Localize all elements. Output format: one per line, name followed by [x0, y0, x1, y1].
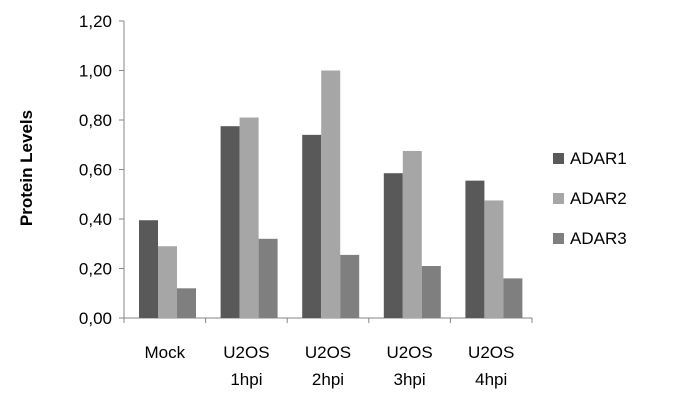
bar-adar3: [340, 254, 360, 318]
bar-adar1: [302, 134, 322, 318]
bar-adar3: [503, 278, 523, 318]
bar-adar2: [321, 70, 341, 318]
legend: ADAR1 ADAR2 ADAR3: [553, 149, 627, 248]
bar-adar2: [239, 117, 259, 319]
y-axis-label: Protein Levels: [17, 110, 36, 226]
y-tick-label: 0,40: [79, 210, 112, 229]
bar-adar1: [220, 126, 240, 318]
bar-adar2: [402, 150, 422, 318]
y-tick-label: 0,00: [79, 309, 112, 328]
legend-swatch: [553, 233, 564, 244]
y-tick-label: 0,80: [79, 111, 112, 130]
x-tick-label: U2OS: [386, 343, 432, 362]
y-tick-label: 0,20: [79, 260, 112, 279]
legend-label: ADAR1: [570, 149, 627, 168]
bar-adar1: [383, 173, 403, 318]
legend-label: ADAR2: [570, 189, 627, 208]
x-tick-label: 4hpi: [475, 370, 507, 389]
chart-bars: [139, 70, 523, 319]
bar-adar3: [177, 288, 196, 318]
x-tick-label: 2hpi: [312, 370, 344, 389]
y-tick-label: 1,20: [79, 12, 112, 31]
x-tick-label: 3hpi: [394, 370, 426, 389]
bar-adar3: [421, 266, 441, 318]
legend-swatch: [553, 193, 564, 204]
x-tick-labels: Mock U2OS 1hpi U2OS 2hpi U2OS 3hpi U2OS 4hpi: [144, 343, 514, 389]
y-tick-labels: 0,00 0,20 0,40 0,60 0,80 1,00 1,20: [79, 12, 112, 328]
x-tick-label: U2OS: [305, 343, 351, 362]
y-tick-label: 0,60: [79, 161, 112, 180]
y-tick-label: 1,00: [79, 62, 112, 81]
x-tick-label: Mock: [144, 343, 185, 362]
bar-adar1: [465, 180, 485, 318]
bar-adar2: [484, 200, 504, 318]
x-tick-label: 1hpi: [230, 370, 262, 389]
legend-label: ADAR3: [570, 229, 627, 248]
x-tick-label: U2OS: [223, 343, 269, 362]
legend-swatch: [553, 153, 564, 164]
bar-adar2: [158, 246, 177, 318]
x-tick-label: U2OS: [468, 343, 514, 362]
bar-adar3: [258, 238, 278, 318]
bar-adar1: [139, 220, 158, 318]
